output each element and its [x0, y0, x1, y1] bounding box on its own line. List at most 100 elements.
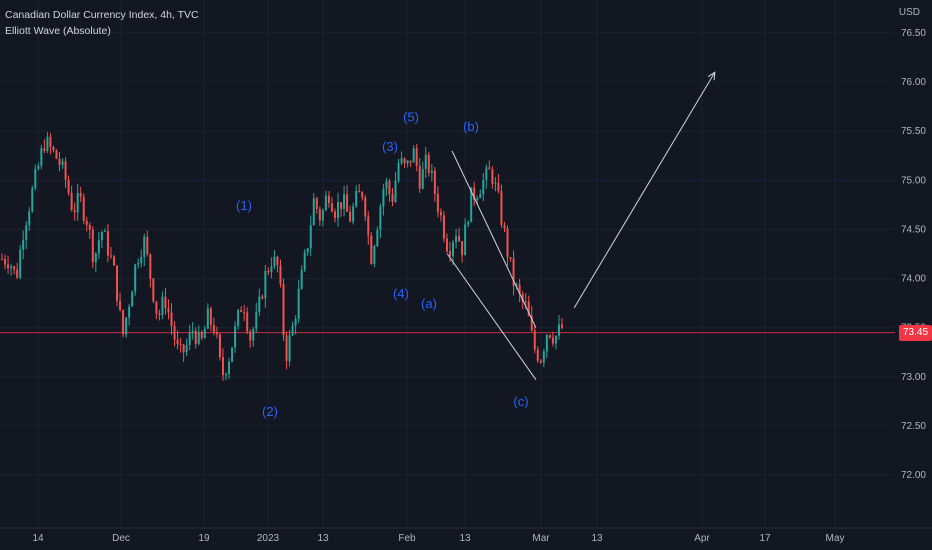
candle — [267, 267, 270, 276]
candle — [234, 321, 237, 353]
candle-body — [397, 163, 400, 181]
candle — [225, 372, 227, 380]
candle-body — [28, 211, 31, 226]
candle-body — [155, 301, 158, 314]
price-tick-label: 73.00 — [901, 372, 926, 383]
candle — [324, 190, 327, 212]
candle — [85, 216, 88, 232]
wave-label[interactable]: (2) — [262, 404, 278, 419]
candle-body — [137, 263, 140, 265]
candle-body — [355, 191, 358, 207]
candle — [212, 317, 215, 336]
candle-body — [164, 296, 167, 309]
candle — [185, 338, 188, 357]
candle — [343, 185, 346, 217]
candle — [494, 177, 497, 192]
candle-body — [388, 181, 391, 195]
candle — [31, 185, 34, 213]
candle — [503, 221, 506, 233]
candle — [294, 315, 297, 335]
candle — [291, 321, 294, 337]
candle-body — [385, 181, 388, 189]
candle-body — [297, 288, 300, 319]
wave-label[interactable]: (b) — [463, 119, 479, 134]
candle-body — [19, 249, 22, 278]
candle — [167, 299, 170, 320]
candle-body — [379, 206, 382, 230]
wave-label[interactable]: (4) — [393, 286, 409, 301]
candle — [176, 330, 179, 350]
candle-body — [22, 239, 25, 250]
candle — [52, 145, 55, 153]
candle — [497, 173, 500, 194]
time-tick-label: Apr — [694, 533, 710, 544]
candle — [358, 184, 361, 193]
candle — [533, 326, 536, 354]
candle — [518, 279, 521, 303]
candle-body — [433, 170, 436, 194]
candle-body — [524, 301, 527, 303]
candle-body — [527, 301, 530, 316]
price-tick-label: 72.50 — [901, 421, 926, 432]
candle-body — [249, 331, 252, 341]
candle — [464, 218, 467, 256]
wave-label[interactable]: (1) — [236, 198, 252, 213]
candle-body — [473, 187, 476, 200]
candle-body — [79, 193, 82, 197]
candle — [261, 294, 264, 300]
candle — [485, 164, 488, 189]
candle-body — [194, 330, 197, 344]
candle — [73, 202, 76, 221]
candle-body — [361, 192, 364, 198]
candle-body — [452, 242, 455, 256]
candle — [424, 147, 427, 179]
candle-body — [497, 182, 500, 192]
candle-body — [400, 158, 403, 164]
candle-body — [548, 335, 551, 338]
candle-body — [512, 258, 515, 286]
candle — [491, 166, 494, 189]
candle — [228, 357, 231, 379]
candle — [13, 265, 16, 275]
candle-body — [128, 306, 131, 318]
candle-body — [309, 225, 312, 249]
candle — [25, 221, 28, 250]
candle-body — [364, 197, 367, 217]
wedge-trendline[interactable] — [446, 253, 537, 381]
projection-arrow[interactable] — [573, 72, 716, 309]
candle-body — [13, 266, 16, 270]
candle — [76, 183, 79, 221]
candle — [285, 331, 288, 370]
candle — [355, 185, 358, 208]
wave-label[interactable]: (a) — [421, 296, 437, 311]
candle-body — [67, 179, 70, 194]
candle-body — [340, 202, 343, 209]
candle — [19, 244, 22, 280]
candle — [7, 255, 10, 274]
candle — [467, 220, 470, 228]
candle-body — [64, 161, 67, 180]
candle-body — [246, 312, 249, 332]
wedge-trendline[interactable] — [451, 150, 537, 328]
candle-body — [119, 300, 122, 310]
candle — [128, 303, 131, 326]
candle-body — [327, 195, 330, 204]
candle-body — [482, 179, 485, 195]
wave-label[interactable]: (3) — [382, 139, 398, 154]
candle-body — [491, 169, 494, 184]
candle — [64, 157, 67, 189]
candle — [137, 258, 140, 269]
candle — [246, 307, 249, 335]
candle-body — [542, 351, 545, 363]
candle — [179, 337, 182, 353]
candle — [461, 241, 464, 263]
chart-title: Canadian Dollar Currency Index, 4h, TVC — [5, 9, 199, 21]
grid-layer — [0, 0, 895, 528]
wave-label[interactable]: (5) — [403, 109, 419, 124]
candle — [125, 317, 128, 338]
wave-label[interactable]: (c) — [513, 394, 528, 409]
indicator-label[interactable]: Elliott Wave (Absolute) — [5, 25, 111, 37]
candle — [409, 160, 412, 167]
